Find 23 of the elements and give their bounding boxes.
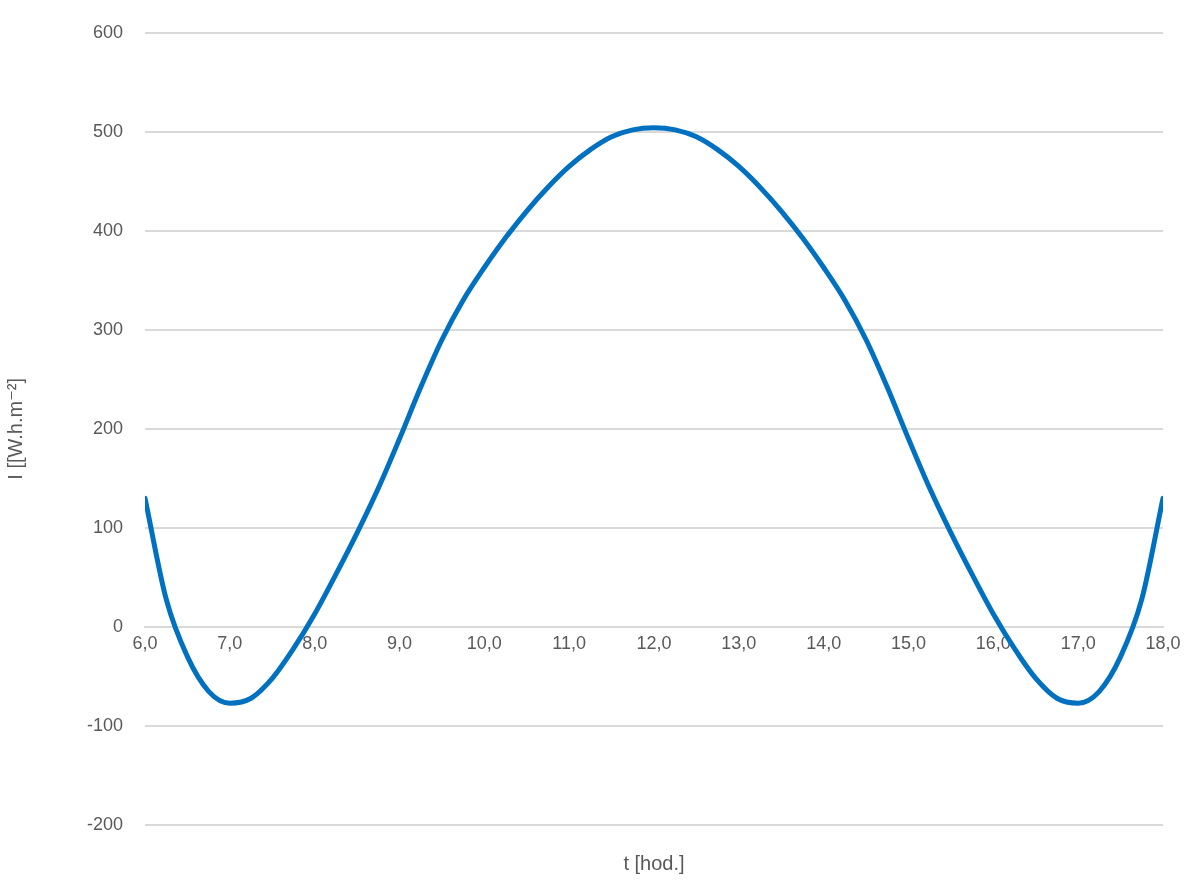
x-axis-title: t [hod.] [623,851,685,874]
y-tick-label: 100 [92,516,123,537]
y-tick-label: -100 [86,714,123,735]
x-tick-label: 6,0 [132,632,158,653]
x-tick-label: 9,0 [386,632,413,653]
x-tick-label: 17,0 [1060,632,1096,653]
x-tick-label: 13,0 [721,632,757,653]
y-tick-label: 500 [92,120,123,141]
y-tick-label: 600 [92,21,123,42]
y-tick-label: 400 [92,219,123,240]
x-tick-label: 12,0 [636,632,672,653]
y-tick-label: 0 [112,615,123,636]
y-axis-title: I [[W.h.m⁻²] [3,378,26,480]
x-tick-label: 11,0 [552,632,587,653]
y-tick-label: -200 [86,813,123,834]
x-tick-label: 14,0 [806,632,842,653]
x-tick-label: 8,0 [302,632,328,653]
x-tick-label: 7,0 [217,632,243,653]
y-tick-label: 300 [92,318,123,339]
x-tick-label: 10,0 [466,632,502,653]
x-tick-label: 18,0 [1145,632,1181,653]
y-tick-label: 200 [92,417,123,438]
x-tick-label: 15,0 [890,632,927,653]
